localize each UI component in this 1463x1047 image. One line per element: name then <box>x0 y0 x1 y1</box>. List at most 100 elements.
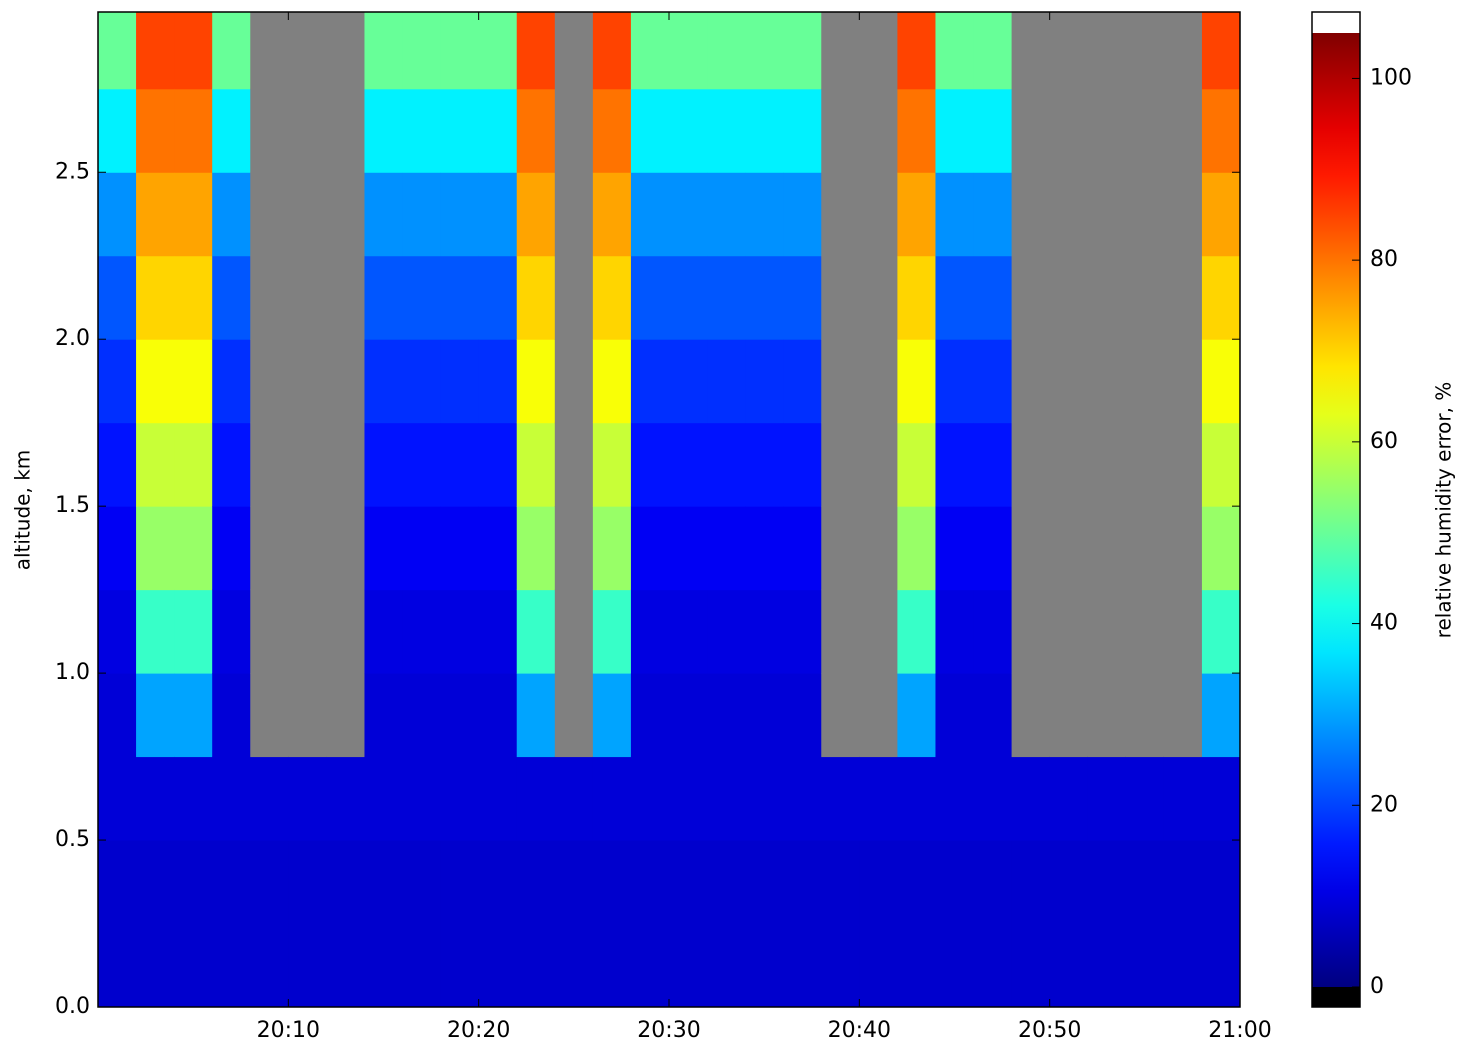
heatmap-cell <box>821 673 860 758</box>
heatmap-cell <box>98 255 137 340</box>
heatmap-cell <box>1125 589 1165 674</box>
heatmap-cell <box>554 339 594 424</box>
heatmap-cell <box>1201 88 1241 173</box>
heatmap-cell <box>1163 339 1203 424</box>
heatmap-cell <box>250 506 289 591</box>
heatmap-cell <box>669 12 708 90</box>
colorbar <box>1312 33 1360 987</box>
heatmap-cell <box>707 422 746 507</box>
heatmap-cell <box>669 589 708 674</box>
heatmap-cell <box>1011 589 1051 674</box>
heatmap-cell <box>136 840 175 925</box>
heatmap-cell <box>478 88 518 173</box>
heatmap-cell <box>592 840 632 925</box>
heatmap-cell <box>707 88 746 173</box>
heatmap-cell <box>783 12 822 90</box>
heatmap-cell <box>212 673 251 758</box>
heatmap-cell <box>1125 88 1165 173</box>
x-tick-label: 20:30 <box>637 1018 700 1043</box>
heatmap-cell <box>288 88 327 173</box>
heatmap-cell <box>516 172 556 257</box>
heatmap-cell <box>554 506 594 591</box>
heatmap-cell <box>326 589 365 674</box>
heatmap-cell <box>1087 506 1127 591</box>
heatmap-cell <box>364 756 404 841</box>
heatmap-cell <box>973 840 1013 925</box>
x-tick-label: 20:10 <box>257 1018 320 1043</box>
heatmap-cell <box>440 589 480 674</box>
heatmap-cell <box>554 673 594 758</box>
y-axis-label: altitude, km <box>11 450 35 571</box>
heatmap-cell <box>859 172 898 257</box>
heatmap-cell <box>402 88 442 173</box>
heatmap-cell <box>592 12 632 90</box>
heatmap-cell <box>98 673 137 758</box>
heatmap-cell <box>1011 12 1051 90</box>
x-tick-label: 20:40 <box>828 1018 891 1043</box>
heatmap-cell <box>592 339 632 424</box>
heatmap-cell <box>935 673 975 758</box>
heatmap-cell <box>1049 172 1089 257</box>
heatmap-cell <box>1011 756 1051 841</box>
heatmap-cell <box>935 756 975 841</box>
heatmap-cell <box>935 255 975 340</box>
heatmap-cell <box>250 923 289 1008</box>
y-tick-label: 2.0 <box>55 326 90 351</box>
heatmap-cell <box>98 12 137 90</box>
heatmap-cell <box>174 88 213 173</box>
heatmap-cell <box>212 506 251 591</box>
heatmap-cell <box>212 589 251 674</box>
heatmap-cell <box>478 172 518 257</box>
heatmap-cell <box>592 756 632 841</box>
heatmap-cell <box>745 673 784 758</box>
heatmap-cell <box>98 923 137 1008</box>
colorbar-tick-label: 100 <box>1370 65 1412 90</box>
heatmap-cell <box>1201 506 1241 591</box>
heatmap-cell <box>859 756 898 841</box>
heatmap-cell <box>1087 840 1127 925</box>
heatmap-cell <box>98 339 137 424</box>
heatmap-cell <box>630 589 670 674</box>
heatmap-cell <box>1125 673 1165 758</box>
heatmap-cell <box>288 339 327 424</box>
heatmap-cell <box>478 923 518 1008</box>
heatmap-cell <box>554 589 594 674</box>
heatmap-cell <box>630 756 670 841</box>
heatmap-cell <box>1201 339 1241 424</box>
heatmap-cell <box>98 172 137 257</box>
heatmap-cell <box>630 172 670 257</box>
heatmap-cell <box>973 422 1013 507</box>
y-tick-label: 0.0 <box>55 994 90 1019</box>
heatmap-cell <box>326 923 365 1008</box>
heatmap-cell <box>1163 506 1203 591</box>
heatmap-cell <box>136 506 175 591</box>
heatmap-cell <box>707 673 746 758</box>
heatmap-cell <box>669 172 708 257</box>
heatmap-cell <box>821 923 860 1008</box>
heatmap-cell <box>98 589 137 674</box>
heatmap-cell <box>1087 339 1127 424</box>
heatmap-cell <box>630 673 670 758</box>
heatmap-cell <box>859 422 898 507</box>
heatmap-cell <box>478 12 518 90</box>
heatmap-cell <box>897 12 936 90</box>
colorbar-tick-label: 0 <box>1370 974 1384 999</box>
colorbar-over <box>1312 12 1360 33</box>
heatmap-cell <box>630 339 670 424</box>
heatmap-cell <box>935 88 975 173</box>
heatmap-cell <box>1087 756 1127 841</box>
heatmap-cell <box>592 88 632 173</box>
heatmap-cell <box>973 673 1013 758</box>
heatmap-cell <box>288 12 327 90</box>
x-tick-label: 20:50 <box>1018 1018 1081 1043</box>
heatmap-cell <box>554 756 594 841</box>
heatmap-cell <box>1163 589 1203 674</box>
heatmap-cell <box>897 923 936 1008</box>
heatmap-cell <box>1201 255 1241 340</box>
heatmap-cell <box>1087 422 1127 507</box>
heatmap-cell <box>897 506 936 591</box>
heatmap-cell <box>554 255 594 340</box>
heatmap-cell <box>897 589 936 674</box>
heatmap-cell <box>821 756 860 841</box>
heatmap-cell <box>1163 422 1203 507</box>
